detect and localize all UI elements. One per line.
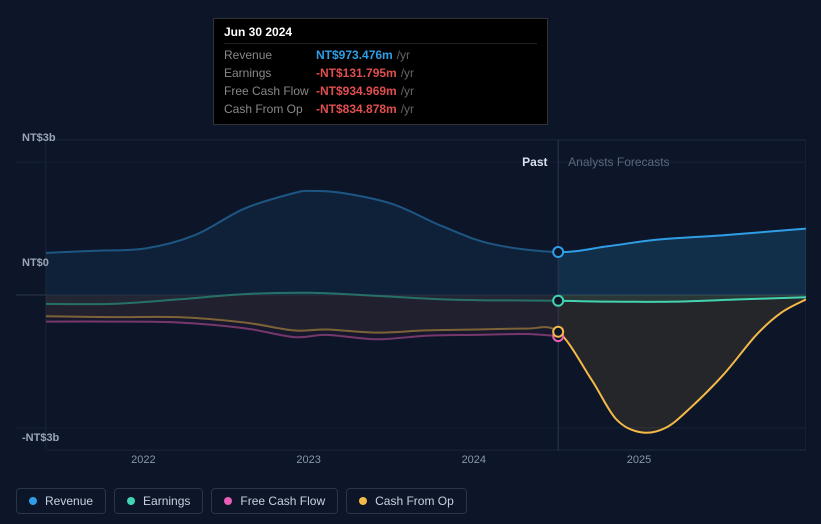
hover-tooltip: Jun 30 2024 RevenueNT$973.476m/yrEarning…: [213, 18, 548, 125]
marker-revenue: [553, 247, 563, 257]
legend: Revenue Earnings Free Cash Flow Cash From O…: [16, 488, 467, 514]
legend-label: Free Cash Flow: [240, 494, 325, 508]
forecast-label: Analysts Forecasts: [568, 155, 669, 169]
x-axis-label: 2022: [131, 454, 155, 466]
x-axis-label: 2024: [462, 454, 486, 466]
legend-dot-icon: [359, 497, 367, 505]
chart-svg: [16, 120, 806, 470]
y-axis-label: NT$0: [22, 257, 49, 269]
tooltip-row: RevenueNT$973.476m/yr: [224, 46, 537, 64]
tooltip-row-label: Free Cash Flow: [224, 84, 316, 98]
legend-item-cfo[interactable]: Cash From Op: [346, 488, 467, 514]
y-axis-label: -NT$3b: [22, 432, 59, 444]
tooltip-rows: RevenueNT$973.476m/yrEarnings-NT$131.795…: [224, 46, 537, 118]
marker-cfo: [553, 327, 563, 337]
marker-earnings: [553, 296, 563, 306]
legend-dot-icon: [127, 497, 135, 505]
tooltip-row-label: Revenue: [224, 48, 316, 62]
x-axis-label: 2025: [627, 454, 651, 466]
y-axis-label: NT$3b: [22, 132, 56, 144]
tooltip-row-value: -NT$834.878m: [316, 102, 397, 116]
tooltip-row-suffix: /yr: [401, 66, 414, 80]
tooltip-row-label: Cash From Op: [224, 102, 316, 116]
legend-dot-icon: [224, 497, 232, 505]
tooltip-date: Jun 30 2024: [224, 25, 537, 44]
tooltip-row: Earnings-NT$131.795m/yr: [224, 64, 537, 82]
legend-item-earnings[interactable]: Earnings: [114, 488, 203, 514]
legend-item-fcf[interactable]: Free Cash Flow: [211, 488, 338, 514]
tooltip-row-suffix: /yr: [401, 102, 414, 116]
tooltip-row-label: Earnings: [224, 66, 316, 80]
tooltip-row-value: -NT$131.795m: [316, 66, 397, 80]
legend-label: Earnings: [143, 494, 190, 508]
tooltip-row: Cash From Op-NT$834.878m/yr: [224, 100, 537, 118]
legend-item-revenue[interactable]: Revenue: [16, 488, 106, 514]
tooltip-row: Free Cash Flow-NT$934.969m/yr: [224, 82, 537, 100]
tooltip-row-suffix: /yr: [397, 48, 410, 62]
past-label: Past: [522, 155, 547, 169]
legend-label: Revenue: [45, 494, 93, 508]
past-region-mask: [46, 140, 558, 450]
tooltip-row-value: -NT$934.969m: [316, 84, 397, 98]
tooltip-row-value: NT$973.476m: [316, 48, 393, 62]
legend-label: Cash From Op: [375, 494, 454, 508]
financials-chart: Past Analysts Forecasts NT$3b NT$0 -NT$3b 2…: [16, 120, 806, 470]
x-axis-label: 2023: [296, 454, 320, 466]
legend-dot-icon: [29, 497, 37, 505]
tooltip-row-suffix: /yr: [401, 84, 414, 98]
